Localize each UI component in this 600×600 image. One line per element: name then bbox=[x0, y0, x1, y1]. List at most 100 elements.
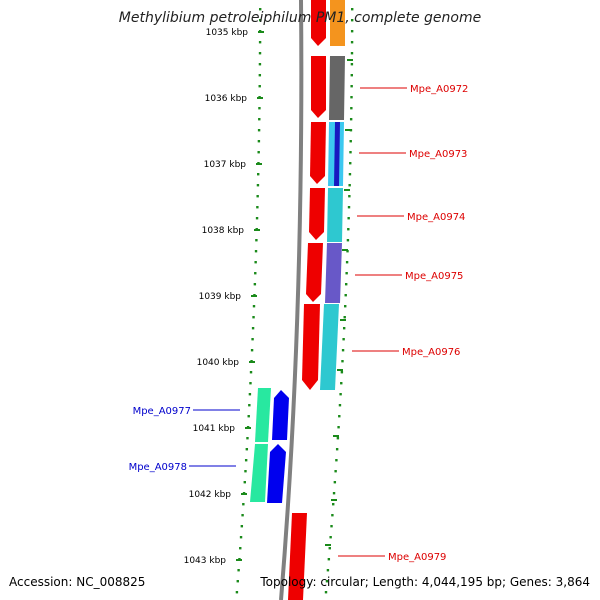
ring-dot bbox=[250, 349, 254, 352]
ring-dot bbox=[350, 41, 354, 44]
ring-dot bbox=[252, 305, 256, 308]
ring-dot bbox=[254, 250, 258, 253]
ring-dot bbox=[332, 503, 335, 506]
ring-dot bbox=[239, 547, 242, 550]
ring-dot bbox=[350, 8, 354, 11]
ring-dot bbox=[336, 437, 340, 440]
ring-dot bbox=[244, 459, 248, 462]
ring-dot bbox=[258, 85, 261, 88]
ring-dot bbox=[344, 294, 347, 297]
reverse-cds-arrow bbox=[267, 444, 286, 503]
ring-dot bbox=[249, 371, 253, 374]
ring-dot bbox=[346, 250, 349, 253]
ring-dot bbox=[248, 404, 251, 407]
function-color-band bbox=[250, 444, 268, 502]
scale-tick-label: 1039 kbp bbox=[199, 292, 242, 302]
ring-dot bbox=[249, 382, 252, 385]
ring-dot bbox=[239, 536, 243, 539]
ring-dot bbox=[350, 85, 353, 88]
map-title: Methylibium petroleiphilum PM1, complete… bbox=[118, 10, 482, 26]
scale-tick-label: 1038 kbp bbox=[202, 226, 245, 236]
ring-dot bbox=[248, 393, 252, 396]
ring-dot bbox=[255, 239, 258, 242]
ring-dot bbox=[350, 30, 354, 33]
ring-dot bbox=[347, 206, 351, 209]
ring-dot bbox=[350, 74, 353, 77]
ring-dot bbox=[342, 327, 346, 330]
gene-label: Mpe_A0979 bbox=[388, 552, 446, 563]
scale-tick-label: 1037 kbp bbox=[204, 160, 247, 170]
gene-label: Mpe_A0973 bbox=[409, 149, 467, 160]
ring-dot bbox=[326, 569, 330, 572]
ring-dot bbox=[334, 470, 337, 473]
gene-label: Mpe_A0972 bbox=[410, 84, 468, 95]
gene-label: Mpe_A0975 bbox=[405, 271, 463, 282]
ring-dot bbox=[347, 217, 350, 220]
ring-dot bbox=[243, 481, 246, 484]
ring-dot bbox=[350, 96, 353, 99]
ring-dot bbox=[340, 382, 343, 385]
ring-dot bbox=[341, 349, 345, 352]
function-color-band bbox=[334, 122, 340, 186]
gene-label: Mpe_A0978 bbox=[129, 462, 187, 473]
ring-dot bbox=[258, 8, 262, 11]
ring-dot bbox=[350, 19, 354, 22]
ring-dot bbox=[258, 118, 261, 121]
ring-dot bbox=[251, 327, 255, 330]
function-color-band bbox=[329, 56, 345, 120]
ring-dot bbox=[339, 393, 342, 396]
ring-dot bbox=[332, 492, 336, 495]
ring-dot bbox=[349, 118, 353, 121]
ring-dot bbox=[257, 173, 260, 176]
ring-dot bbox=[337, 426, 340, 429]
forward-cds-arrow bbox=[288, 513, 307, 600]
forward-cds-arrow bbox=[311, 0, 326, 46]
forward-cds-arrow bbox=[309, 188, 325, 240]
ring-dot bbox=[330, 525, 333, 528]
scale-tick-label: 1040 kbp bbox=[197, 358, 240, 368]
ring-dot bbox=[254, 261, 257, 264]
ring-dot bbox=[242, 503, 245, 506]
function-color-band bbox=[330, 0, 345, 46]
forward-cds-arrow bbox=[302, 304, 320, 390]
ring-dot bbox=[344, 305, 347, 308]
ring-dot bbox=[335, 459, 338, 462]
function-color-band bbox=[325, 243, 342, 303]
ring-dot bbox=[235, 591, 239, 594]
ring-dot bbox=[236, 580, 239, 583]
ring-dot bbox=[258, 74, 262, 77]
scale-tick-label: 1036 kbp bbox=[205, 94, 248, 104]
ring-dot bbox=[348, 173, 352, 176]
ring-dot bbox=[245, 448, 249, 451]
function-color-band bbox=[320, 304, 339, 390]
ring-dot bbox=[258, 52, 262, 55]
ring-dot bbox=[338, 404, 342, 407]
gene-label: Mpe_A0977 bbox=[133, 406, 191, 417]
forward-cds-arrow bbox=[310, 122, 326, 184]
ring-dot bbox=[325, 580, 329, 583]
ring-dot bbox=[258, 107, 261, 110]
genome-backbone-arc bbox=[279, 0, 304, 600]
ring-dot bbox=[328, 547, 331, 550]
ring-dot bbox=[331, 514, 334, 517]
ring-dot bbox=[247, 415, 250, 418]
ring-dot bbox=[258, 19, 262, 22]
ring-dot bbox=[257, 151, 260, 154]
ring-dot bbox=[257, 129, 261, 132]
gene-label: Mpe_A0976 bbox=[402, 347, 460, 358]
scale-tick-label: 1043 kbp bbox=[184, 556, 227, 566]
ring-dot bbox=[246, 437, 249, 440]
ring-dot bbox=[240, 525, 244, 528]
ring-dot bbox=[348, 184, 351, 187]
ring-dot bbox=[349, 140, 352, 143]
ring-dot bbox=[333, 481, 337, 484]
function-color-band bbox=[327, 188, 343, 242]
ring-dot bbox=[241, 514, 244, 517]
forward-cds-arrow bbox=[311, 56, 326, 118]
genome-summary-text: Topology: circular; Length: 4,044,195 bp… bbox=[260, 575, 590, 589]
ring-dot bbox=[342, 338, 345, 341]
ring-dot bbox=[237, 569, 240, 572]
ring-dot bbox=[256, 184, 260, 187]
